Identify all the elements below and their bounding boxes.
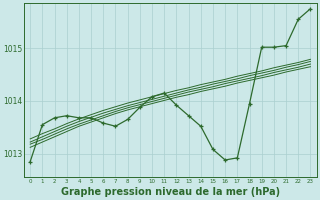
X-axis label: Graphe pression niveau de la mer (hPa): Graphe pression niveau de la mer (hPa): [61, 187, 280, 197]
